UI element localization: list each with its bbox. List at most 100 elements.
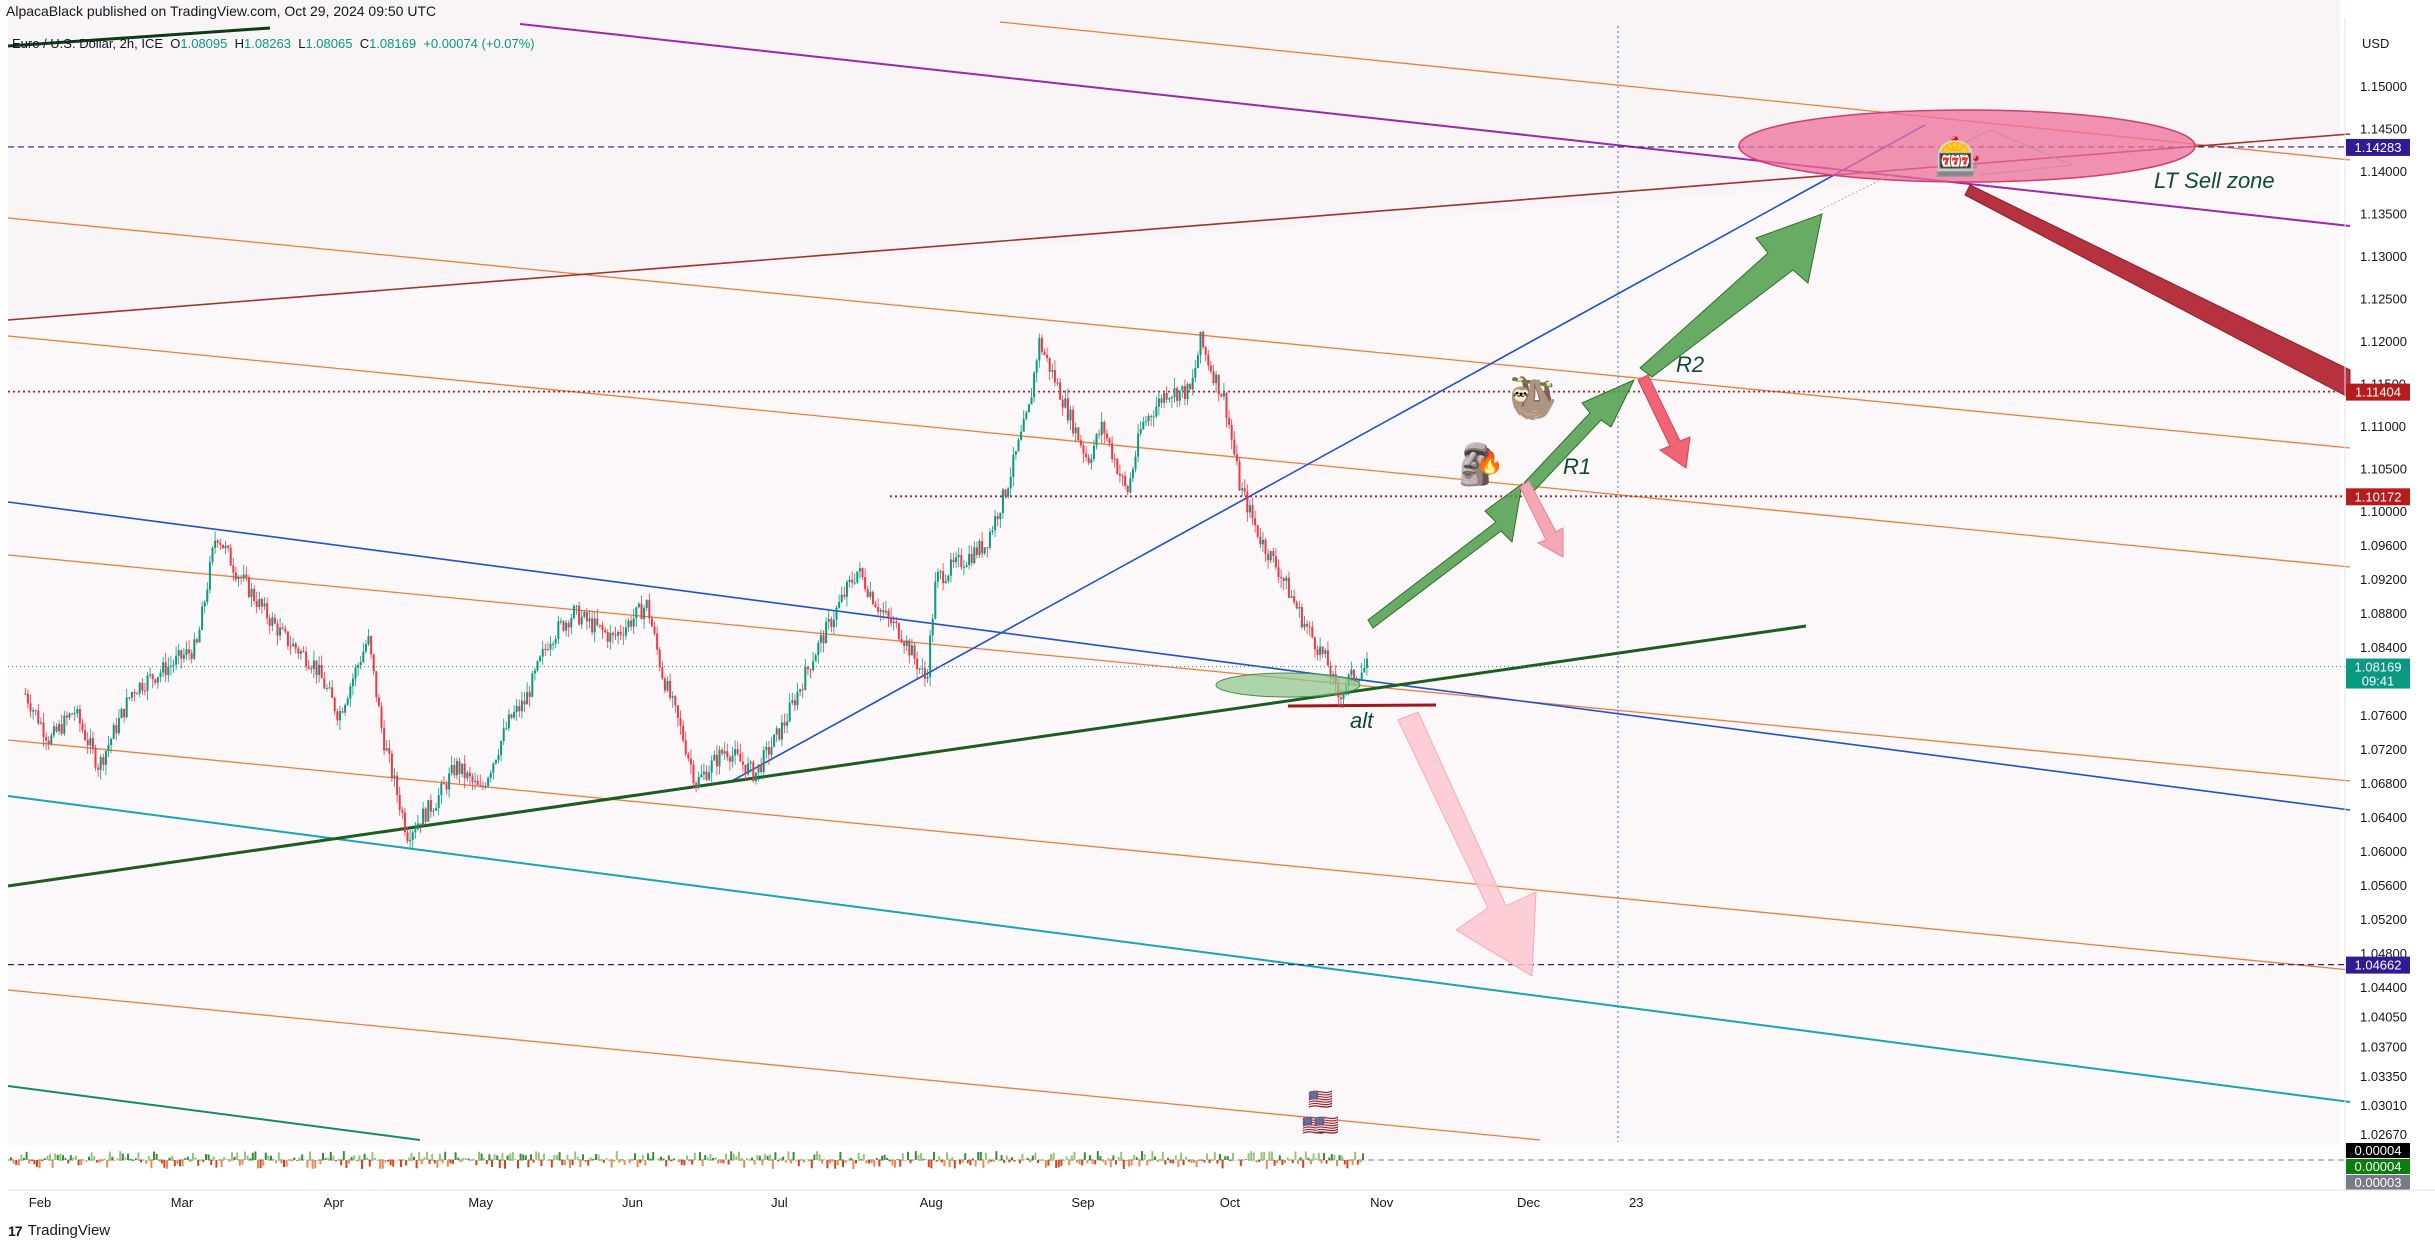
- candle-body: [783, 722, 786, 726]
- purple-trendline[interactable]: [519, 23, 2351, 227]
- indicator-bar: [1034, 1152, 1037, 1160]
- lt-sell-zone-ellipse[interactable]: [1738, 109, 2196, 183]
- indicator-bar: [316, 1160, 319, 1161]
- candle-body: [271, 617, 274, 626]
- candle-body: [900, 638, 903, 643]
- symbol-ohlc-legend[interactable]: Euro / U.S. Dollar, 2h, ICE O1.08095 H1.…: [12, 36, 535, 51]
- indicator-bar: [1276, 1160, 1279, 1164]
- candle-body: [401, 809, 404, 813]
- tradingview-footer[interactable]: 17 TradingView: [8, 1222, 110, 1239]
- candle-body: [81, 723, 84, 731]
- indicator-bar: [54, 1153, 57, 1160]
- green-arrow-1[interactable]: [1367, 482, 1523, 629]
- indicator-bar: [990, 1160, 993, 1162]
- candle-body: [310, 668, 313, 670]
- alt-level-line[interactable]: [1287, 703, 1437, 708]
- indicator-bar: [249, 1158, 252, 1160]
- candle-body: [921, 668, 924, 670]
- green-arrow-2[interactable]: [1523, 378, 1636, 492]
- indicator-tag: [2346, 1175, 2410, 1190]
- candle-body: [1285, 577, 1288, 582]
- red-arrow-small-2[interactable]: [1637, 374, 1691, 469]
- green-arrow-3[interactable]: [1639, 213, 1823, 378]
- candle-body: [695, 782, 698, 788]
- black-segment[interactable]: [7, 26, 271, 48]
- tradingview-brand: TradingView: [27, 1222, 111, 1239]
- indicator-bar: [979, 1151, 982, 1160]
- candle-body: [364, 644, 367, 652]
- close-value: 1.08169: [369, 36, 417, 51]
- indicator-bar: [1031, 1155, 1034, 1160]
- candle-body: [297, 648, 300, 654]
- candle-body: [1025, 412, 1028, 419]
- candle-body: [211, 548, 214, 562]
- candle-body: [1014, 451, 1017, 455]
- candle-body: [219, 542, 222, 545]
- candle-body: [193, 639, 196, 659]
- indicator-bar: [15, 1160, 18, 1165]
- red-arrow-small-1[interactable]: [1519, 480, 1564, 558]
- candle-body: [637, 603, 640, 608]
- candle-body: [1326, 650, 1329, 666]
- candle-body: [887, 610, 890, 617]
- candle-body: [861, 568, 864, 578]
- support-zone-ellipse[interactable]: [1215, 672, 1361, 698]
- indicator-bar: [238, 1160, 241, 1166]
- price-axis[interactable]: USD 1.150001.145001.140001.135001.130001…: [2344, 18, 2407, 1190]
- candle-body: [1066, 398, 1069, 421]
- indicator-bar: [428, 1160, 431, 1164]
- indicator-bar: [127, 1153, 129, 1160]
- annotation-r2[interactable]: R2: [1676, 352, 1704, 377]
- candle-body: [1269, 551, 1272, 561]
- candle-body: [273, 617, 276, 624]
- symbol-name[interactable]: Euro / U.S. Dollar, 2h, ICE: [12, 36, 164, 51]
- indicator-bar: [1281, 1160, 1284, 1165]
- annotation-lt-sell-zone[interactable]: LT Sell zone: [2154, 168, 2275, 193]
- annotation-r1[interactable]: R1: [1563, 454, 1591, 479]
- candle-body: [1267, 553, 1270, 561]
- orange-channel-line-2[interactable]: [7, 217, 2351, 449]
- candle-body: [1196, 355, 1199, 369]
- orange-channel-line-5[interactable]: [7, 739, 2351, 971]
- candle-body: [578, 605, 581, 625]
- candle-body: [115, 725, 118, 734]
- candle-body: [266, 603, 269, 619]
- candle-body: [682, 725, 685, 741]
- candle-body: [487, 777, 490, 787]
- candle-body: [76, 708, 79, 714]
- candle-body: [1287, 577, 1290, 598]
- time-axis[interactable]: Feb Mar Apr May Jun Jul Aug Sep Oct Nov Dec 23: [8, 1189, 2435, 1210]
- indicator-bar: [264, 1152, 267, 1160]
- blue-channel-line[interactable]: [7, 501, 2351, 811]
- indicator-bar: [59, 1153, 62, 1160]
- cyan-trendline[interactable]: [7, 795, 2351, 1103]
- indicator-bar: [431, 1154, 434, 1160]
- orange-channel-line-6[interactable]: [7, 989, 1541, 1141]
- orange-channel-line-4[interactable]: [7, 554, 2351, 782]
- annotation-alt[interactable]: alt: [1350, 708, 1374, 733]
- candle-body: [960, 555, 963, 568]
- price-axis-tick: 1.05600: [2360, 878, 2407, 893]
- green-uptrend-line[interactable]: [7, 624, 1807, 888]
- indicator-bar: [1096, 1151, 1099, 1160]
- candle-body: [1077, 427, 1080, 441]
- candle-body: [302, 651, 305, 653]
- red-arrow-large[interactable]: [1397, 711, 1537, 977]
- indicator-bar: [381, 1160, 384, 1169]
- indicator-bar: [974, 1160, 977, 1167]
- indicator-bar: [673, 1158, 675, 1160]
- indicator-bar: [361, 1160, 363, 1169]
- indicator-bar: [582, 1154, 584, 1160]
- candle-body: [351, 678, 354, 687]
- candle-body: [1329, 665, 1332, 678]
- candle-body: [890, 616, 893, 624]
- price-axis-tick: 1.10500: [2360, 461, 2407, 476]
- indicator-bar: [101, 1160, 103, 1161]
- indicator-bar: [1081, 1160, 1084, 1166]
- teal-trendline[interactable]: [7, 1085, 421, 1141]
- candle-body: [994, 516, 997, 531]
- indicator-bar: [569, 1160, 571, 1168]
- orange-channel-line-3[interactable]: [7, 335, 2351, 568]
